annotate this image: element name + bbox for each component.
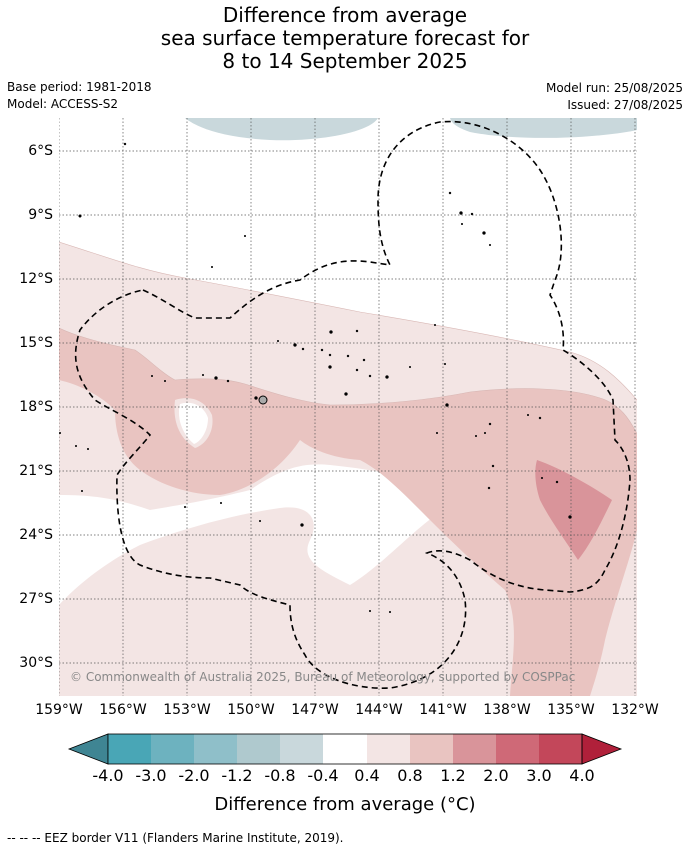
lat-tick-18s: 18°S — [19, 399, 53, 415]
colorbar-bin-5 — [280, 734, 323, 764]
colorbar-bin-7 — [367, 734, 410, 764]
lat-tick-24s: 24°S — [19, 527, 53, 543]
colorbar-bin-9 — [453, 734, 496, 764]
lat-tick-30s: 30°S — [19, 655, 53, 671]
lon-tick-132w: 132°W — [611, 702, 659, 718]
eez-border — [74, 120, 631, 689]
cb-tick-11: 3.0 — [526, 766, 552, 785]
copyright-note: © Commonwealth of Australia 2025, Bureau… — [70, 670, 576, 684]
colorbar-bin-11 — [539, 734, 582, 764]
title-line-1: Difference from average — [222, 3, 468, 27]
lat-tick-15s: 15°S — [19, 335, 53, 351]
model-run: Model run: 25/08/2025 — [545, 81, 683, 95]
lat-tick-12s: 12°S — [19, 271, 53, 287]
cb-tick-2: -3.0 — [135, 766, 167, 785]
lat-tick-27s: 27°S — [19, 591, 53, 607]
lon-tick-138w: 138°W — [483, 702, 531, 718]
colorbar — [67, 733, 623, 765]
colorbar-bin-1 — [108, 734, 151, 764]
lon-tick-150w: 150°W — [227, 702, 275, 718]
cool-anomaly-north-west — [185, 118, 378, 141]
islands — [59, 142, 572, 614]
warm-anomaly-light — [59, 242, 637, 696]
cb-tick-10: 2.0 — [483, 766, 509, 785]
lon-tick-159w: 159°W — [35, 702, 83, 718]
lon-tick-147w: 147°W — [291, 702, 339, 718]
title-line-2: sea surface temperature forecast for — [160, 26, 530, 50]
cb-tick-5: -0.8 — [264, 766, 296, 785]
cb-tick-6: -0.4 — [307, 766, 339, 785]
cb-tick-8: 0.8 — [397, 766, 423, 785]
issued-date: Issued: 27/08/2025 — [567, 98, 683, 112]
lat-tick-21s: 21°S — [19, 463, 53, 479]
lon-tick-141w: 141°W — [419, 702, 467, 718]
colorbar-bin-6 — [323, 734, 367, 764]
colorbar-bin-2 — [151, 734, 194, 764]
colorbar-bin-10 — [496, 734, 539, 764]
cb-tick-12: 4.0 — [569, 766, 595, 785]
colorbar-cool-extend — [67, 733, 109, 765]
cb-tick-1: -4.0 — [92, 766, 124, 785]
model-name: Model: ACCESS-S2 — [7, 97, 119, 111]
cb-tick-4: -1.2 — [221, 766, 253, 785]
lon-tick-153w: 153°W — [163, 702, 211, 718]
lat-tick-6s: 6°S — [28, 143, 53, 159]
colorbar-bin-8 — [410, 734, 453, 764]
cb-tick-9: 1.2 — [440, 766, 466, 785]
eez-legend-note: -- -- -- EEZ border V11 (Flanders Marine… — [7, 831, 344, 845]
warm-anomaly-strong — [535, 460, 612, 560]
colorbar-bin-3 — [194, 734, 237, 764]
lat-tick-9s: 9°S — [28, 207, 53, 223]
colorbar-bin-4 — [237, 734, 280, 764]
lon-tick-144w: 144°W — [355, 702, 403, 718]
base-period: Base period: 1981-2018 — [7, 80, 152, 94]
cb-tick-7: 0.4 — [354, 766, 380, 785]
cb-tick-3: -2.0 — [178, 766, 210, 785]
lon-tick-135w: 135°W — [547, 702, 595, 718]
title-line-3: 8 to 14 September 2025 — [222, 49, 468, 73]
colorbar-label: Difference from average (°C) — [214, 794, 476, 815]
colorbar-warm-extend — [581, 733, 623, 765]
tahiti-island — [258, 395, 268, 405]
lon-tick-156w: 156°W — [99, 702, 147, 718]
